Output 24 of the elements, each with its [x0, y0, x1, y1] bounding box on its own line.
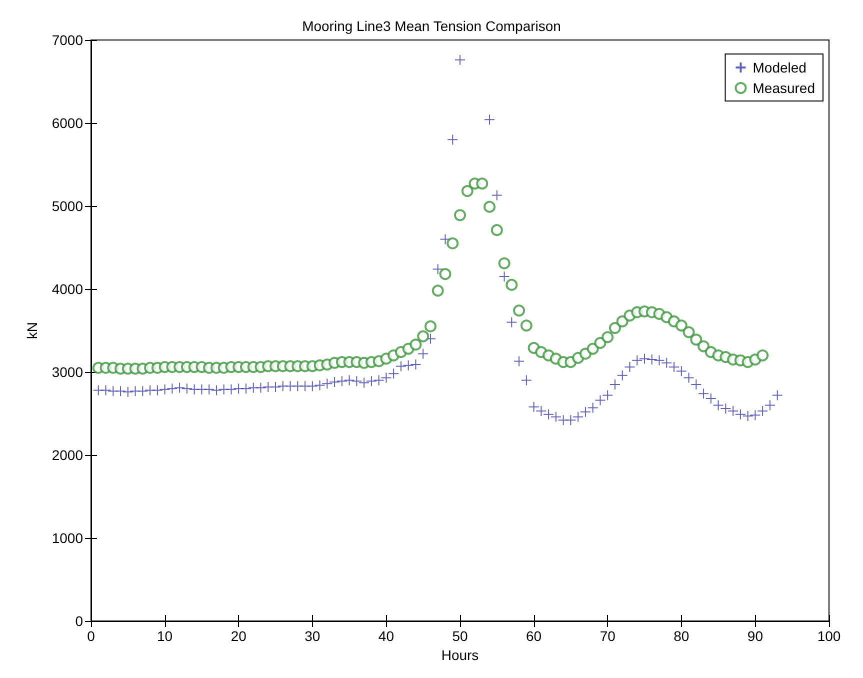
x-tick-label: 30 — [304, 628, 320, 644]
x-tick-label: 70 — [600, 628, 616, 644]
x-axis-title: Hours — [441, 646, 479, 663]
x-tick-label: 0 — [87, 628, 96, 644]
y-tick-label: 3000 — [52, 364, 84, 380]
x-tick-label: 20 — [230, 628, 247, 644]
y-tick-label: 1000 — [52, 530, 84, 546]
y-axis-title: kN — [24, 322, 40, 340]
x-tick-label: 90 — [747, 628, 764, 644]
y-tick-label: 5000 — [52, 198, 84, 214]
legend-label: Modeled — [752, 60, 806, 76]
x-tick-label: 10 — [157, 628, 173, 644]
y-tick-label: 4000 — [52, 281, 84, 297]
x-tick-label: 50 — [452, 628, 468, 644]
x-tick-label: 80 — [674, 628, 690, 644]
x-tick-label: 40 — [378, 628, 394, 644]
y-tick-label: 7000 — [52, 32, 84, 48]
chart-title: Mooring Line3 Mean Tension Comparison — [302, 18, 561, 34]
x-tick-label: 60 — [526, 628, 542, 644]
x-tick-label: 100 — [817, 628, 841, 644]
legend-label: Measured — [752, 80, 816, 96]
y-tick-label: 2000 — [52, 447, 84, 463]
y-tick-label: 0 — [75, 613, 84, 629]
y-tick-label: 6000 — [52, 115, 84, 131]
